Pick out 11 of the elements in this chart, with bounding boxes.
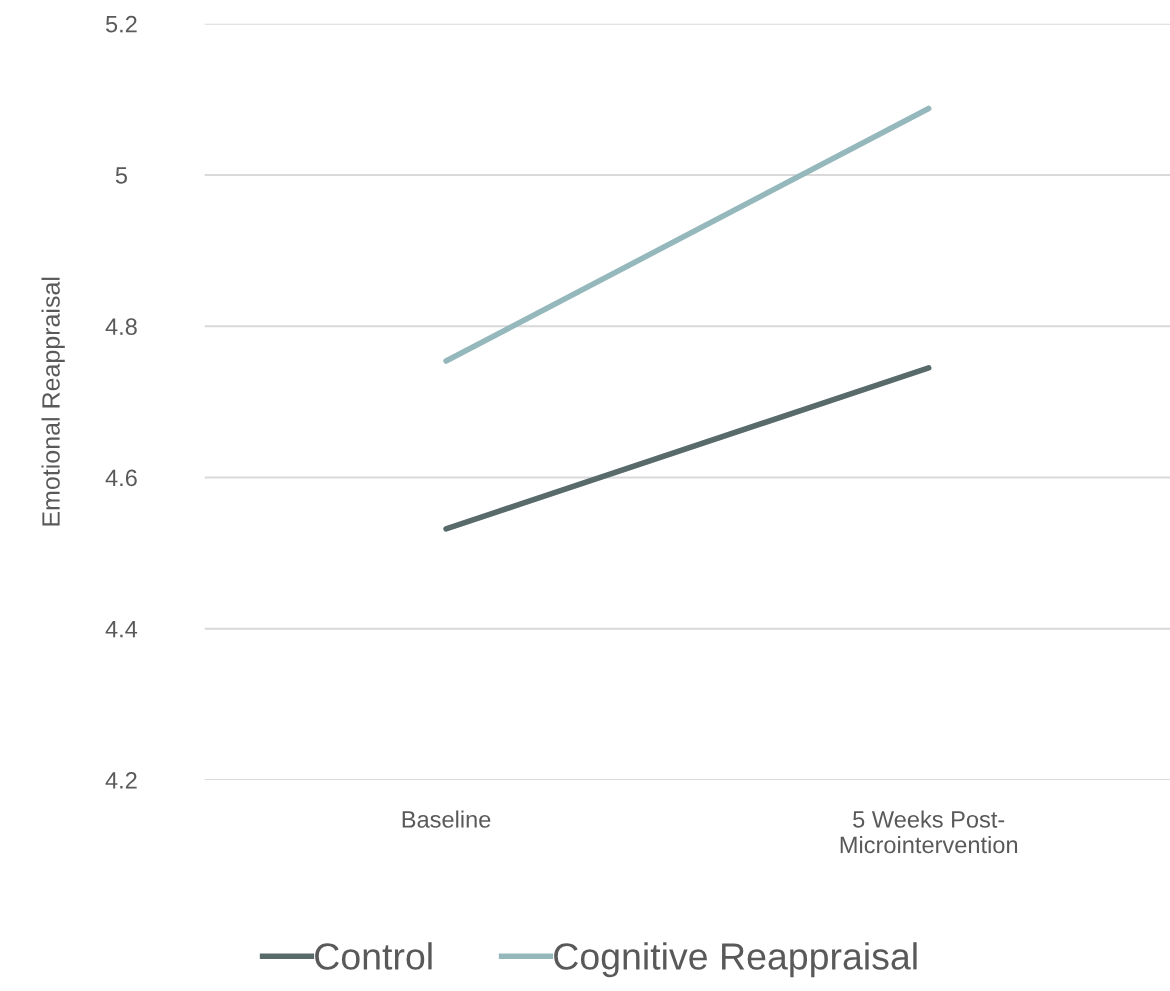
y-tick-label: 5.2	[105, 15, 137, 33]
y-axis-title: Emotional Reappraisal	[41, 277, 65, 526]
y-tick-label: 4.2	[105, 771, 137, 789]
legend-label: Control	[315, 942, 432, 970]
y-tick-label: 4.8	[105, 318, 137, 336]
y-tick-label: 4.4	[105, 621, 138, 638]
x-tick-label: 5 Weeks Post- Microintervention	[840, 810, 1018, 854]
y-tick-label: 5	[115, 167, 127, 184]
y-tick-label: 4.6	[105, 469, 137, 487]
legend-label: Cognitive Reappraisal	[554, 942, 917, 978]
x-tick-label: Baseline	[402, 810, 491, 828]
